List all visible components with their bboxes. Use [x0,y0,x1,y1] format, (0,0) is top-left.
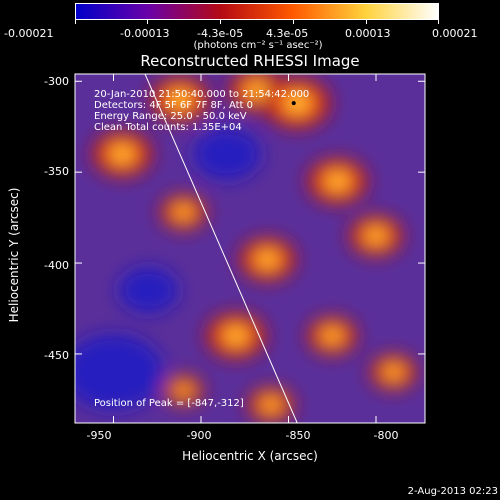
heatmap-bright-region [149,76,211,123]
y-tick-label: -350 [44,165,69,178]
heatmap-bright-region [348,214,404,257]
annotation-clean-counts: Clean Total counts: 1.35E+04 [94,122,242,133]
colorbar-tick-label: 4.3e-05 [266,27,309,40]
colorbar-tick-label: -4.3e-05 [197,27,244,40]
y-axis-label: Heliocentric Y (arcsec) [7,187,21,323]
x-tick-label: -900 [186,429,212,442]
colorbar-tick-label: 0.00013 [345,27,391,40]
plot-frame [74,73,426,424]
heatmap-dark-region [118,267,179,314]
colorbar-tick-label: -0.00021 [4,27,54,40]
heatmap-dark-region [75,334,164,411]
y-tick-label: -300 [44,75,69,88]
colorbar-tick-mark [366,20,367,24]
peak-marker [291,101,296,106]
heatmap-dark-region [193,127,262,180]
colorbar-tick-mark [75,20,76,24]
annotation-time-range: 20-Jan-2010 21:50:40.000 to 21:54:42.000 [94,89,310,100]
annotation-detectors: Detectors: 4F 5F 6F 7F 8F, Att 0 [94,100,254,111]
solar-limb-line [144,74,298,423]
heatmap-bright-region [238,237,297,282]
colorbar-tick-mark [147,20,148,24]
heatmap-bright-region [306,157,369,205]
peak-position-label: Position of Peak = [-847,-312] [94,398,244,409]
colorbar-tick-label: -0.00013 [120,27,170,40]
heatmap-bright-region [306,316,358,356]
heatmap-bright-region [163,374,204,406]
heatmap-bright-region [263,77,332,130]
plot-title: Reconstructed RHESSI Image [140,52,360,70]
annotation-energy-range: Energy Range: 25.0 - 50.0 keV [94,111,247,122]
colorbar-tick-mark [438,20,439,24]
x-tick-label: -850 [285,429,311,442]
heatmap-bright-region [205,312,267,360]
heatmap-bright-region [91,130,153,178]
colorbar-units: (photons cm⁻² s⁻¹ asec⁻²) [193,40,323,51]
x-axis-label: Heliocentric X (arcsec) [182,449,318,463]
colorbar [75,3,439,20]
colorbar-tick-mark [220,20,221,24]
heatmap-bright-region [159,193,208,231]
x-tick-label: -800 [373,429,399,442]
date-stamp: 2-Aug-2013 02:23 [407,486,498,497]
y-tick-label: -400 [44,259,69,272]
y-tick-label: -450 [44,349,69,362]
colorbar-tick-label: 0.00021 [432,27,478,40]
x-tick-label: -950 [86,429,112,442]
colorbar-tick-mark [293,20,294,24]
heatmap-bright-region [369,353,418,391]
heatmap-bright-region [247,386,295,423]
